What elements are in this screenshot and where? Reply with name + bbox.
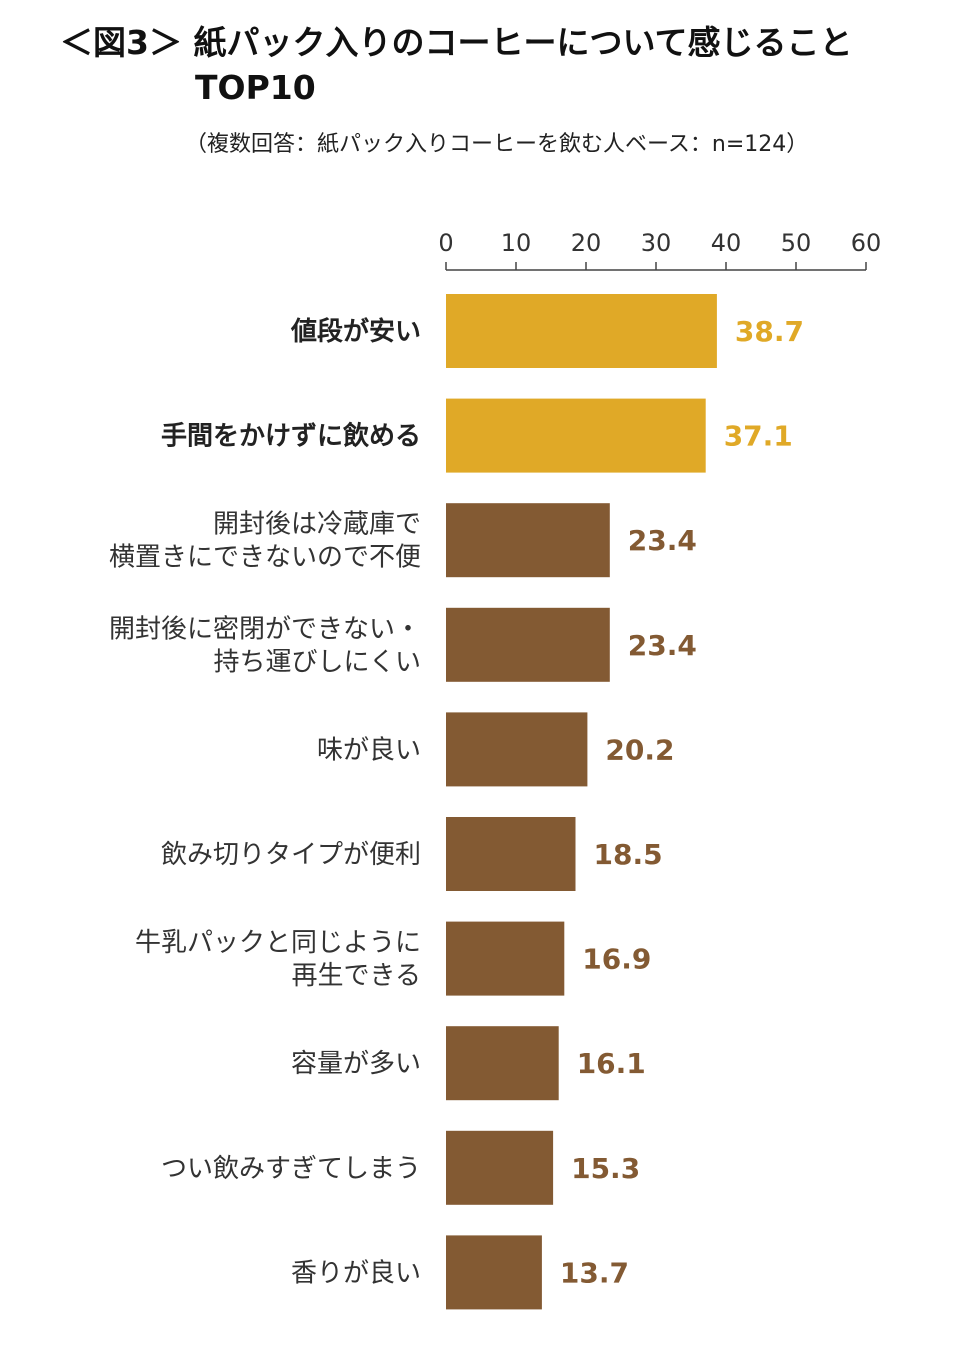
data-label: 23.4 <box>628 629 697 662</box>
category-label: 開封後に密閉ができない・ <box>109 614 421 644</box>
data-label: 23.4 <box>628 524 697 557</box>
data-label: 16.1 <box>577 1047 646 1080</box>
data-label: 13.7 <box>560 1256 629 1289</box>
category-label: 手間をかけずに飲める <box>161 421 421 452</box>
chart-title-line-2: TOP10 <box>195 68 316 107</box>
bar <box>446 817 576 891</box>
bar <box>446 712 588 787</box>
category-label: 開封後は冷蔵庫で <box>213 510 421 540</box>
bar <box>446 921 565 996</box>
data-label: 16.9 <box>582 943 651 976</box>
bar <box>446 1130 554 1205</box>
bar <box>446 503 610 578</box>
x-tick-label: 60 <box>851 229 882 257</box>
category-label: 牛乳パックと同じように <box>135 928 421 958</box>
data-label: 37.1 <box>724 420 793 453</box>
x-tick-label: 0 <box>438 229 453 257</box>
category-label: 再生できる <box>292 961 421 991</box>
bar <box>446 294 717 368</box>
x-tick-label: 30 <box>641 229 672 257</box>
x-tick-label: 50 <box>781 229 812 257</box>
category-label: 持ち運びしにくい <box>214 647 421 677</box>
chart-subtitle: （複数回答：紙パック入りコーヒーを飲む人ベース：n=124） <box>185 132 809 157</box>
x-tick-label: 40 <box>711 229 742 257</box>
bar <box>446 607 610 682</box>
bar <box>446 1026 559 1101</box>
category-label: 容量が多い <box>291 1049 421 1079</box>
x-tick-label: 10 <box>501 229 532 257</box>
category-label: つい飲みすぎてしまう <box>161 1154 421 1184</box>
category-label: 味が良い <box>317 735 421 765</box>
chart-title: ＜図3＞ 紙パック入りのコーヒーについて感じること <box>60 23 853 62</box>
category-label: 横置きにできないので不便 <box>109 543 421 573</box>
bar <box>446 1235 542 1310</box>
data-label: 20.2 <box>605 733 674 766</box>
data-label: 18.5 <box>594 838 663 871</box>
category-label: 香りが良い <box>291 1258 421 1288</box>
bar <box>446 398 706 473</box>
category-label: 値段が安い <box>290 316 421 347</box>
x-tick-label: 20 <box>571 229 602 257</box>
data-label: 38.7 <box>735 315 804 348</box>
category-label: 飲み切りタイプが便利 <box>161 840 421 870</box>
data-label: 15.3 <box>571 1152 640 1185</box>
